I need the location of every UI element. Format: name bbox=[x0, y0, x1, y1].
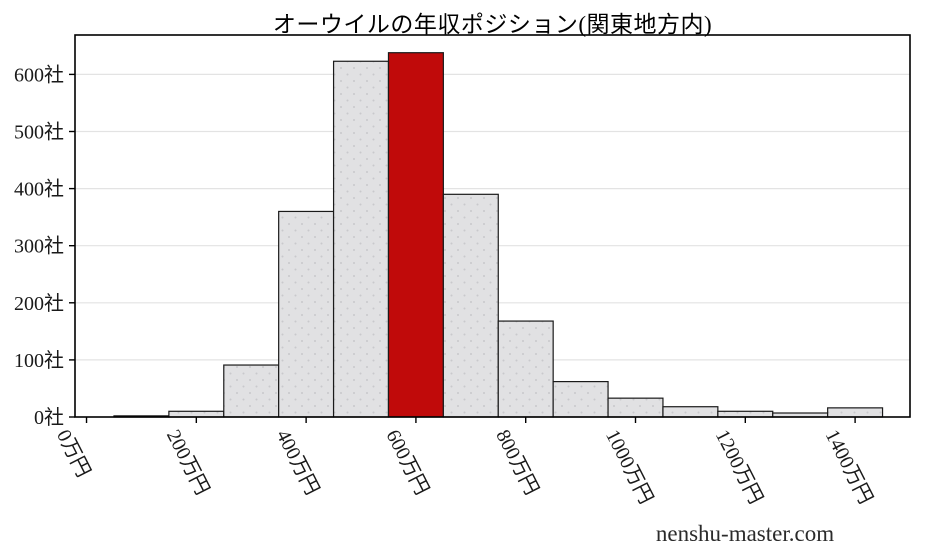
x-tick-label: 0万円 bbox=[52, 426, 94, 481]
y-tick-label: 200社 bbox=[14, 292, 64, 315]
bar-1200万円 bbox=[717, 410, 774, 418]
x-tick-label: 1200万円 bbox=[711, 426, 767, 507]
bar-300万円 bbox=[223, 364, 280, 418]
bar-200万円 bbox=[168, 410, 225, 418]
bars bbox=[113, 52, 884, 418]
y-tick-label: 500社 bbox=[14, 120, 64, 143]
y-tick-label: 0社 bbox=[34, 406, 64, 429]
x-tick-label: 200万円 bbox=[162, 426, 213, 498]
bar-400万円 bbox=[278, 210, 335, 418]
plot-frame bbox=[74, 34, 911, 418]
x-tick-label: 800万円 bbox=[491, 426, 542, 498]
axes bbox=[69, 34, 911, 423]
bar-900万円 bbox=[552, 380, 609, 418]
bar-1100万円 bbox=[662, 406, 719, 418]
watermark: nenshu-master.com bbox=[655, 521, 835, 546]
chart-title: オーウイルの年収ポジション(関東地方内) bbox=[272, 12, 713, 37]
bar-1000万円 bbox=[607, 397, 664, 418]
y-tick-label: 300社 bbox=[14, 235, 64, 258]
bar-600万円 bbox=[387, 52, 444, 418]
y-tick-label: 100社 bbox=[14, 349, 64, 372]
bar-500万円 bbox=[332, 60, 390, 418]
x-tick-label: 600万円 bbox=[381, 426, 432, 498]
bar-1400万円 bbox=[827, 407, 884, 418]
bar-800万円 bbox=[497, 320, 554, 418]
x-tick-label: 1400万円 bbox=[821, 426, 877, 507]
y-tick-label: 400社 bbox=[14, 178, 64, 201]
x-tick-label: 400万円 bbox=[272, 426, 323, 498]
y-tick-label: 600社 bbox=[14, 63, 64, 86]
bar-700万円 bbox=[442, 193, 499, 418]
x-tick-label: 1000万円 bbox=[601, 426, 657, 507]
